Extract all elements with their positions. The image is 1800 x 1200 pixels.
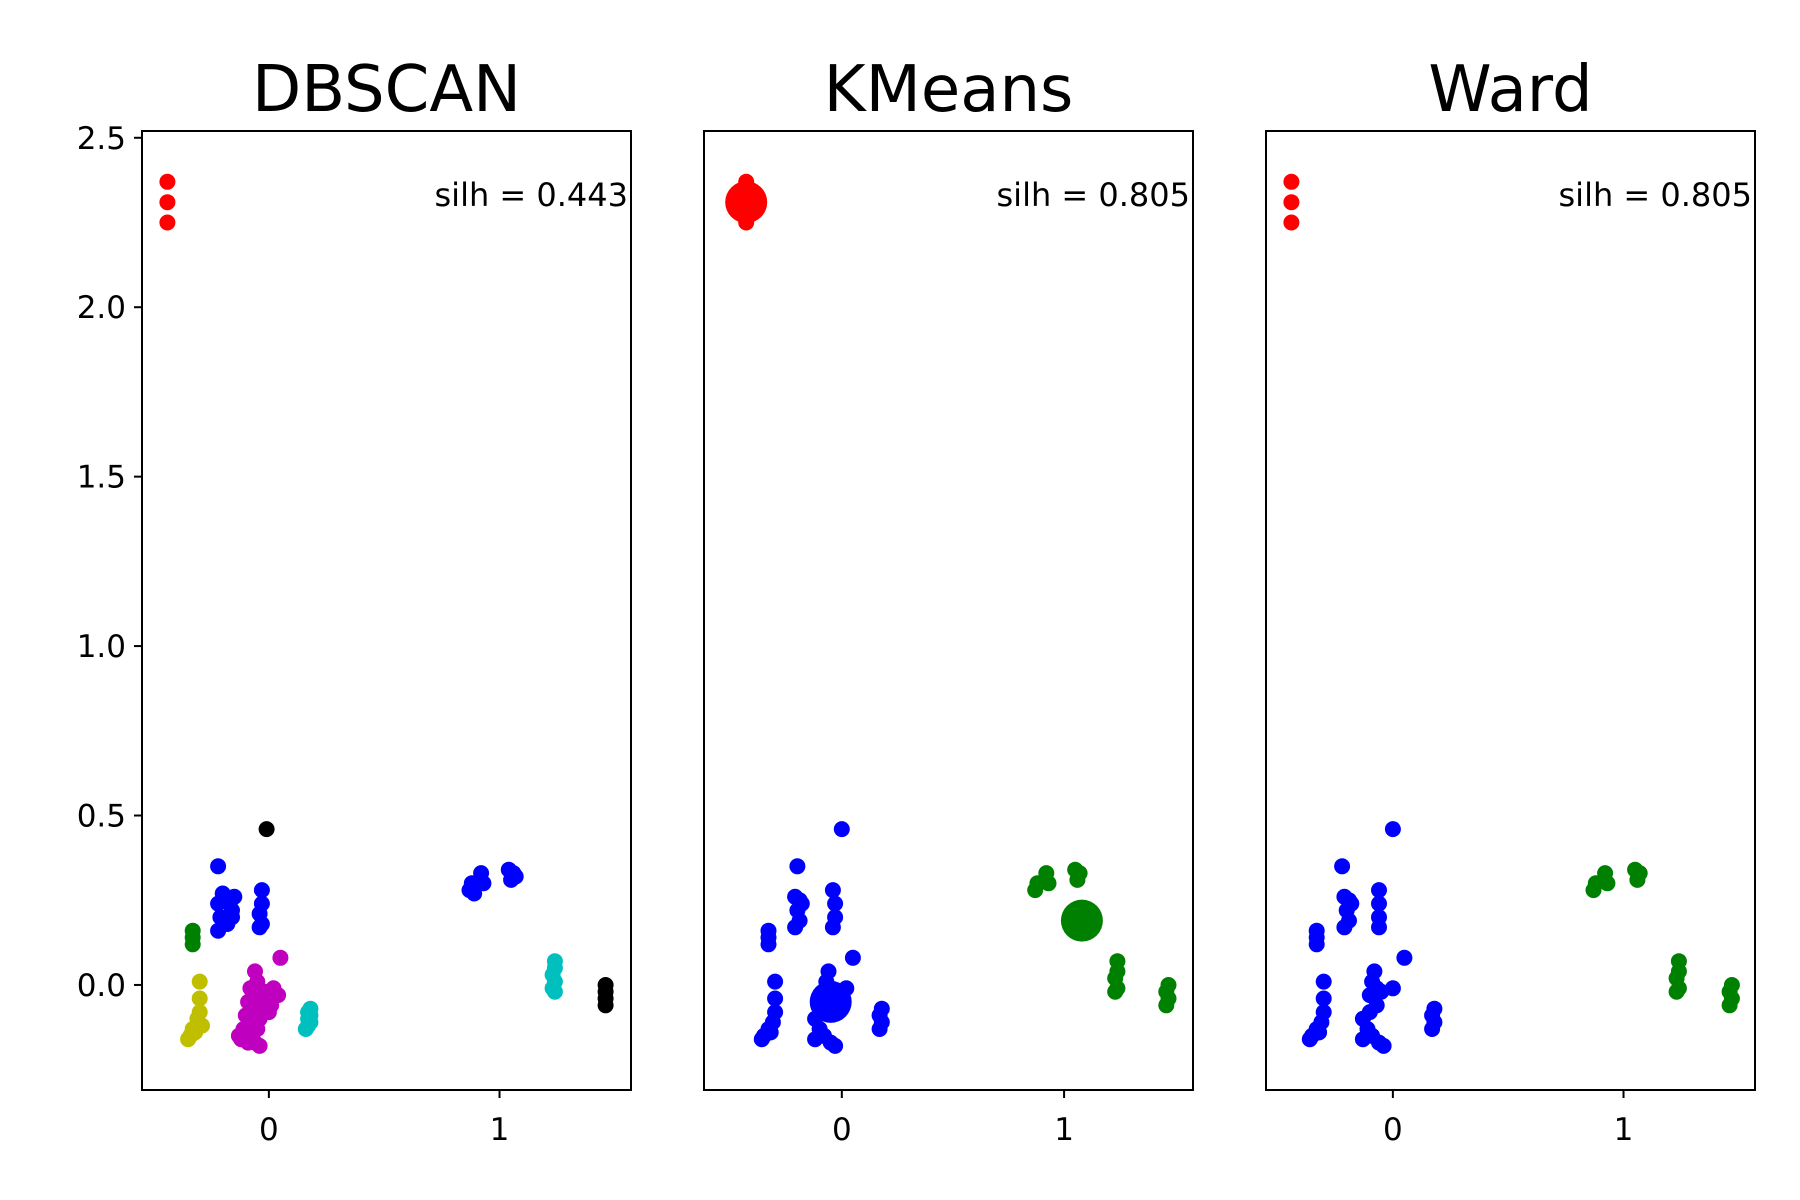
panel-3-data-point xyxy=(1308,936,1325,953)
panel-1-data-point xyxy=(249,1021,266,1037)
panel-3-axes-frame xyxy=(1265,130,1756,1091)
panel-2-centroid xyxy=(809,980,852,1023)
panel-3-data-point xyxy=(1371,882,1387,899)
panel-1-data-point xyxy=(159,173,176,190)
panel-1-y-tick-label: 0.5 xyxy=(77,799,126,835)
panel-3-data-point xyxy=(1283,214,1300,231)
panel-3-data-point xyxy=(1336,919,1353,936)
panel-1: DBSCAN silh = 0.443 0 1 0.0 0.5 1.0 1.5 2.0 2.5 xyxy=(77,53,632,1148)
panel-3-data-point xyxy=(1371,895,1387,912)
panel-1-data-point xyxy=(251,1037,268,1054)
panel-2-data-point xyxy=(1071,865,1088,882)
panel-1-data-point xyxy=(507,868,524,885)
panel-3-data-point xyxy=(1668,983,1685,1000)
panel-1-data-point xyxy=(224,909,240,926)
panel-2-data-point xyxy=(1040,875,1057,892)
panel-3-data-point xyxy=(1315,990,1332,1007)
panel-2-centroid xyxy=(725,181,768,224)
panel-1-data-point xyxy=(210,922,227,939)
panel-1-title: DBSCAN xyxy=(252,53,521,127)
panel-1-y-tick-label: 0.0 xyxy=(77,968,126,1004)
panel-2-axes-frame xyxy=(703,130,1194,1091)
panel-1-data-point xyxy=(159,214,176,231)
panel-3-data-point xyxy=(1384,821,1401,838)
panel-2-title: KMeans xyxy=(824,53,1074,127)
panel-3-data-point xyxy=(1599,875,1616,892)
panel-2-silhouette-label: silh = 0.805 xyxy=(997,176,1191,214)
panel-2-data-point xyxy=(871,1021,888,1037)
panel-2-data-point xyxy=(762,1024,779,1041)
panel-2-data-point xyxy=(767,973,784,990)
panel-1-data-point xyxy=(272,949,289,966)
panel-2-x-tick-label: 0 xyxy=(832,1112,852,1148)
panel-2-data-point xyxy=(844,949,861,966)
panel-1-axes-frame xyxy=(141,130,632,1091)
panel-3-data-point xyxy=(1283,173,1300,190)
panel-2-x-tick-label: 1 xyxy=(1054,1112,1074,1148)
panel-3-title: Ward xyxy=(1428,53,1592,127)
panel-1-silhouette-label: silh = 0.443 xyxy=(435,176,629,214)
panel-1-data-point xyxy=(546,983,563,1000)
panel-3-points xyxy=(1283,173,1740,1054)
panel-1-data-point xyxy=(251,919,268,936)
panel-2-data-point xyxy=(789,858,806,875)
panel-1-y-tick-label: 2.5 xyxy=(77,121,126,157)
panel-1-data-point xyxy=(226,888,243,905)
panel-1-data-point xyxy=(297,1021,314,1037)
panel-3-x-tick-label: 1 xyxy=(1614,1112,1634,1148)
panel-1-data-point xyxy=(180,1031,197,1048)
panel-1-data-point xyxy=(260,1004,277,1021)
panel-3-data-point xyxy=(1311,1024,1328,1041)
panel-1-data-point xyxy=(191,990,208,1007)
panel-1-x-tick-label: 1 xyxy=(490,1112,510,1148)
panel-2: KMeans silh = 0.805 0 1 xyxy=(703,53,1194,1148)
panel-3-data-point xyxy=(1631,865,1648,882)
panel-2-data-point xyxy=(833,821,850,838)
panel-1-data-point xyxy=(184,936,201,953)
panel-1-data-point xyxy=(253,882,270,899)
panel-2-data-point xyxy=(824,882,841,899)
panel-2-data-point xyxy=(1158,997,1175,1014)
panel-3-data-point xyxy=(1375,1037,1392,1054)
panel-1-data-point xyxy=(191,973,208,990)
panel-3-data-point xyxy=(1587,875,1604,892)
panel-1-data-point xyxy=(210,858,227,875)
panel-3-data-point xyxy=(1371,919,1387,936)
panel-3-data-point xyxy=(1424,1021,1441,1037)
panel-3-silhouette-label: silh = 0.805 xyxy=(1559,176,1753,214)
panel-2-data-point xyxy=(1107,983,1124,1000)
panel-3: Ward silh = 0.805 0 1 xyxy=(1265,53,1756,1148)
panel-1-data-point xyxy=(475,875,492,892)
panel-3-data-point xyxy=(1721,997,1738,1014)
panel-2-data-point xyxy=(787,919,804,936)
panel-3-data-point xyxy=(1283,194,1300,211)
panel-1-data-point xyxy=(466,885,483,902)
panel-3-data-point xyxy=(1334,858,1351,875)
panel-1-data-point xyxy=(258,821,275,838)
panel-1-data-point xyxy=(597,997,614,1014)
panel-2-data-point xyxy=(824,919,841,936)
panel-2-data-point xyxy=(767,990,784,1007)
panel-1-data-point xyxy=(159,194,176,211)
panel-1-points xyxy=(159,173,614,1054)
panel-3-data-point xyxy=(1384,980,1401,997)
panel-3-data-point xyxy=(1354,1031,1371,1048)
panel-2-data-point xyxy=(827,1037,844,1054)
panel-2-data-point xyxy=(827,895,844,912)
panel-2-data-point xyxy=(807,1031,824,1048)
panel-2-centroid xyxy=(1060,899,1103,942)
panel-1-y-tick-label: 1.0 xyxy=(77,629,126,665)
panel-1-y-tick-label: 2.0 xyxy=(77,290,126,326)
panel-1-x-tick-label: 0 xyxy=(259,1112,279,1148)
panel-2-data-point xyxy=(760,936,777,953)
panel-1-y-tick-label: 1.5 xyxy=(77,460,126,496)
panel-3-data-point xyxy=(1396,949,1413,966)
panel-3-data-point xyxy=(1315,973,1332,990)
panel-3-x-tick-label: 0 xyxy=(1383,1112,1403,1148)
panel-1-data-point xyxy=(230,1027,247,1044)
